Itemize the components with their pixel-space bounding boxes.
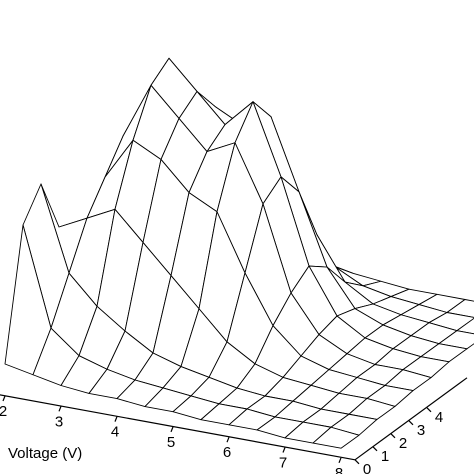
y-tick-label: 1: [381, 448, 389, 465]
x-tick: [114, 416, 118, 422]
x-tick-label: 3: [55, 413, 63, 430]
y-axis-line: [354, 377, 468, 461]
x-axis-line: [0, 394, 356, 461]
x-tick-label: 8: [335, 465, 343, 474]
x-tick: [226, 436, 230, 443]
x-tick: [58, 406, 62, 412]
x-tick-label: 6: [223, 444, 231, 461]
y-tick: [408, 420, 414, 426]
y-tick-label: 3: [417, 422, 425, 439]
surface-cell: [312, 426, 360, 449]
y-tick: [354, 459, 360, 465]
y-tick: [426, 407, 432, 413]
x-tick: [170, 426, 174, 433]
x-axis-label: Voltage (V): [8, 445, 82, 462]
surface-cell: [456, 317, 474, 335]
x-tick-label: 5: [167, 434, 175, 451]
x-tick: [338, 457, 342, 464]
x-tick: [282, 447, 286, 453]
y-tick-label: 2: [399, 435, 407, 452]
x-tick-label: 4: [111, 424, 119, 441]
x-tick: [2, 395, 6, 402]
y-tick-label: 0: [363, 461, 371, 474]
x-tick-label: 2: [0, 403, 7, 420]
x-tick-label: 7: [279, 454, 287, 471]
y-tick-label: 4: [435, 409, 443, 426]
y-tick: [372, 446, 378, 452]
y-tick: [390, 433, 396, 439]
